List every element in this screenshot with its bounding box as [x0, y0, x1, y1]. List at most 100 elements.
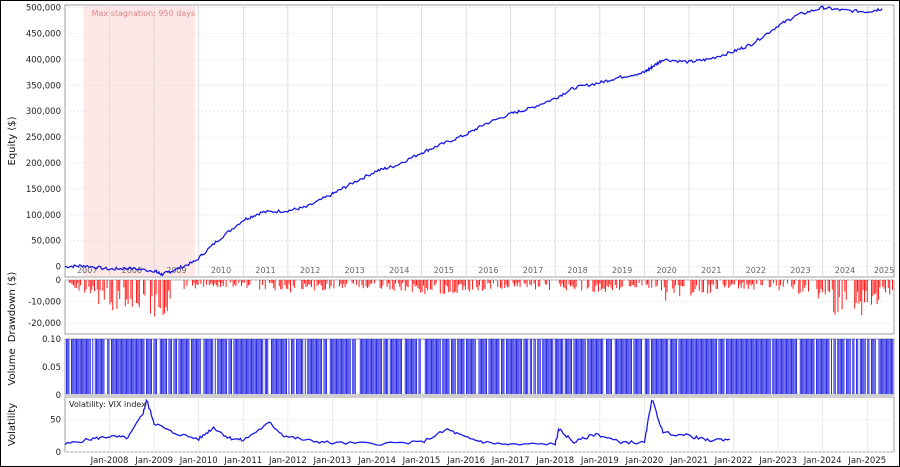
- drawdown-bar: [379, 280, 381, 288]
- volume-bar: [559, 339, 561, 394]
- volume-bar: [427, 339, 429, 394]
- volume-bar: [418, 339, 420, 394]
- x-tick-label: Jan-2014: [357, 456, 396, 466]
- drawdown-bar: [407, 280, 409, 288]
- volume-bar: [241, 339, 242, 394]
- volume-bar: [132, 339, 134, 394]
- drawdown-bar: [430, 280, 431, 290]
- drawdown-bar: [819, 280, 821, 294]
- drawdown-bar: [600, 280, 602, 291]
- volume-bar: [286, 339, 287, 394]
- volume-bar: [259, 339, 261, 394]
- drawdown-bar: [243, 280, 245, 283]
- volume-bar: [693, 339, 695, 394]
- x-tick-label: Jan-2016: [446, 456, 485, 466]
- volume-bar: [758, 339, 760, 394]
- volume-bar: [336, 339, 337, 394]
- drawdown-bar: [641, 280, 643, 286]
- volume-bar: [482, 339, 484, 394]
- volume-bar: [496, 339, 497, 394]
- volume-bar: [861, 339, 862, 394]
- volume-bar: [753, 339, 755, 394]
- volume-bar: [323, 339, 325, 394]
- volume-bar: [131, 339, 132, 394]
- volume-bar: [882, 339, 884, 394]
- volume-bar: [554, 339, 556, 394]
- volume-bar: [508, 339, 510, 394]
- volume-bar: [481, 339, 482, 394]
- drawdown-bar: [572, 280, 574, 288]
- x-axis-tick-labels: Jan-2008 Jan-2009 Jan-2010 Jan-2011 Jan-2012…: [90, 456, 887, 466]
- drawdown-bar: [861, 280, 863, 316]
- volume-bar: [384, 339, 386, 394]
- drawdown-bar: [854, 280, 856, 309]
- volume-bar: [706, 339, 707, 394]
- volume-bar: [151, 339, 152, 394]
- volume-bar: [634, 339, 636, 394]
- volume-bar: [447, 339, 449, 394]
- drawdown-bar: [595, 280, 597, 287]
- volume-bar: [628, 339, 630, 394]
- equity-year-label: 2007: [77, 266, 97, 275]
- drawdown-bar: [369, 280, 371, 285]
- drawdown-bar: [665, 280, 667, 301]
- volume-bar: [203, 339, 205, 394]
- volume-bar: [751, 339, 752, 394]
- volume-bar: [214, 339, 216, 394]
- drawdown-bar: [635, 280, 637, 288]
- volume-y-tick: 0.05: [42, 363, 61, 373]
- volume-bar: [119, 339, 121, 394]
- volume-bar: [767, 339, 769, 394]
- equity-year-label: 2019: [612, 266, 632, 275]
- drawdown-bar: [707, 280, 709, 294]
- volume-bar: [362, 339, 364, 394]
- volume-bar: [551, 339, 552, 394]
- drawdown-bar: [722, 280, 724, 285]
- volume-bar: [376, 339, 377, 394]
- volume-bar: [581, 339, 582, 394]
- drawdown-bar: [865, 280, 867, 292]
- volume-bar: [191, 339, 192, 394]
- volume-bar: [644, 339, 646, 394]
- volume-bar: [332, 339, 334, 394]
- drawdown-bar: [127, 280, 129, 304]
- drawdown-bar: [469, 280, 471, 292]
- equity-y-tick: 150,000: [26, 185, 61, 195]
- drawdown-bar: [746, 280, 748, 285]
- equity-y-tick: 500,000: [26, 4, 61, 14]
- drawdown-bar: [889, 280, 891, 295]
- volume-bar: [124, 339, 126, 394]
- drawdown-bar: [320, 280, 322, 286]
- volume-bar: [148, 339, 150, 394]
- drawdown-bar: [507, 280, 508, 288]
- drawdown-bar: [269, 280, 270, 283]
- volume-bar: [714, 339, 716, 394]
- drawdown-bar: [568, 280, 570, 285]
- volume-bar: [511, 339, 512, 394]
- volume-bar: [484, 339, 486, 394]
- drawdown-bar: [879, 280, 881, 288]
- drawdown-bar: [691, 280, 693, 293]
- drawdown-bar: [743, 280, 745, 289]
- drawdown-bar: [770, 280, 772, 287]
- drawdown-bar: [733, 280, 735, 285]
- volume-bar: [558, 339, 560, 394]
- volume-bar: [744, 339, 746, 394]
- equity-year-label: 2023: [790, 266, 810, 275]
- drawdown-bar: [287, 280, 289, 290]
- volume-bar: [846, 339, 847, 394]
- volume-bar: [557, 339, 559, 394]
- drawdown-bar: [592, 280, 594, 292]
- drawdown-bar: [325, 280, 326, 290]
- volume-bar: [174, 339, 176, 394]
- drawdown-bar: [780, 280, 781, 286]
- volume-bar: [574, 339, 576, 394]
- drawdown-bar: [682, 280, 683, 287]
- volume-bar: [801, 339, 802, 394]
- volume-bar: [261, 339, 262, 394]
- drawdown-y-ticks: 0 -10,000 -20,000: [28, 276, 61, 329]
- volume-bar: [159, 339, 161, 394]
- volume-bar: [99, 339, 101, 394]
- volume-bar: [162, 339, 164, 394]
- volume-bar: [664, 339, 666, 394]
